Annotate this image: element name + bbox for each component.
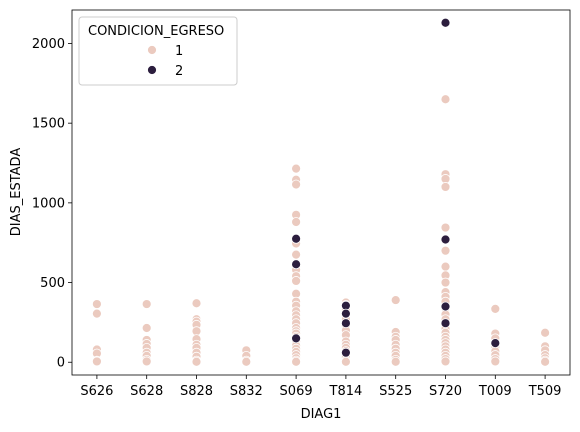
data-point-2 bbox=[340, 318, 351, 329]
legend-marker-2 bbox=[147, 65, 157, 75]
data-point-1 bbox=[141, 323, 152, 333]
data-point-1 bbox=[440, 245, 451, 256]
data-point-1 bbox=[92, 308, 102, 319]
legend-label-2: 2 bbox=[175, 64, 183, 79]
x-tick-label: S832 bbox=[230, 384, 263, 399]
data-point-1 bbox=[540, 356, 550, 367]
series-1 bbox=[92, 94, 550, 367]
legend-marker-1 bbox=[147, 45, 157, 55]
data-point-1 bbox=[390, 295, 401, 305]
legend-frame bbox=[78, 16, 238, 86]
x-tick-label: S525 bbox=[379, 384, 412, 399]
data-point-2 bbox=[291, 333, 302, 344]
data-point-1 bbox=[490, 303, 501, 314]
x-tick-label: S069 bbox=[280, 384, 313, 399]
y-axis-ticks: 0 500 1000 1500 2000 bbox=[32, 37, 72, 371]
data-point-2 bbox=[340, 308, 351, 319]
data-point-2 bbox=[440, 301, 451, 312]
data-point-2 bbox=[291, 259, 302, 270]
data-point-1 bbox=[440, 277, 451, 288]
data-point-1 bbox=[92, 299, 102, 309]
data-point-1 bbox=[191, 356, 202, 367]
legend-label-1: 1 bbox=[175, 44, 183, 59]
points-layer bbox=[92, 17, 550, 367]
data-point-2 bbox=[440, 17, 451, 28]
data-point-1 bbox=[340, 356, 351, 367]
data-point-1 bbox=[291, 179, 302, 190]
data-point-1 bbox=[440, 222, 451, 233]
x-tick-label: T009 bbox=[478, 384, 512, 399]
x-tick-label: T509 bbox=[528, 384, 562, 399]
data-point-1 bbox=[141, 299, 152, 309]
data-point-1 bbox=[540, 327, 550, 338]
data-point-1 bbox=[291, 249, 302, 260]
data-point-1 bbox=[191, 298, 202, 309]
y-tick-label: 2000 bbox=[32, 37, 65, 52]
data-point-2 bbox=[340, 347, 351, 358]
y-tick-label: 1000 bbox=[32, 196, 65, 211]
data-point-2 bbox=[291, 233, 302, 244]
data-point-1 bbox=[440, 182, 451, 192]
data-point-1 bbox=[241, 356, 252, 367]
data-point-1 bbox=[440, 356, 451, 367]
y-tick-label: 0 bbox=[57, 356, 65, 371]
x-tick-label: S628 bbox=[130, 384, 163, 399]
plot-area bbox=[71, 9, 571, 376]
data-point-1 bbox=[291, 217, 302, 227]
y-axis-label: DIAS_ESTADA bbox=[9, 148, 24, 237]
series-2 bbox=[291, 17, 501, 358]
data-point-2 bbox=[440, 234, 451, 245]
data-point-1 bbox=[291, 356, 302, 367]
data-point-1 bbox=[291, 163, 302, 174]
x-axis-ticks: S626 S628 S828 S832 S069 T814 S525 S720 T009 T509 bbox=[80, 375, 561, 399]
data-point-1 bbox=[141, 356, 152, 367]
x-tick-label: T814 bbox=[329, 384, 363, 399]
data-point-1 bbox=[440, 94, 451, 105]
x-tick-label: S720 bbox=[429, 384, 462, 399]
x-axis-label: DIAG1 bbox=[301, 407, 342, 422]
y-tick-label: 500 bbox=[40, 276, 65, 291]
data-point-1 bbox=[390, 356, 401, 367]
data-point-1 bbox=[291, 276, 302, 286]
data-point-2 bbox=[440, 318, 451, 329]
legend: CONDICION_EGRESO 1 2 bbox=[78, 16, 238, 86]
data-point-1 bbox=[440, 261, 451, 272]
x-tick-label: S828 bbox=[180, 384, 213, 399]
x-tick-label: S626 bbox=[80, 384, 113, 399]
legend-title: CONDICION_EGRESO bbox=[88, 24, 224, 39]
data-point-1 bbox=[490, 356, 501, 367]
data-point-1 bbox=[92, 356, 102, 367]
data-point-2 bbox=[490, 338, 501, 349]
y-tick-label: 1500 bbox=[32, 117, 65, 132]
